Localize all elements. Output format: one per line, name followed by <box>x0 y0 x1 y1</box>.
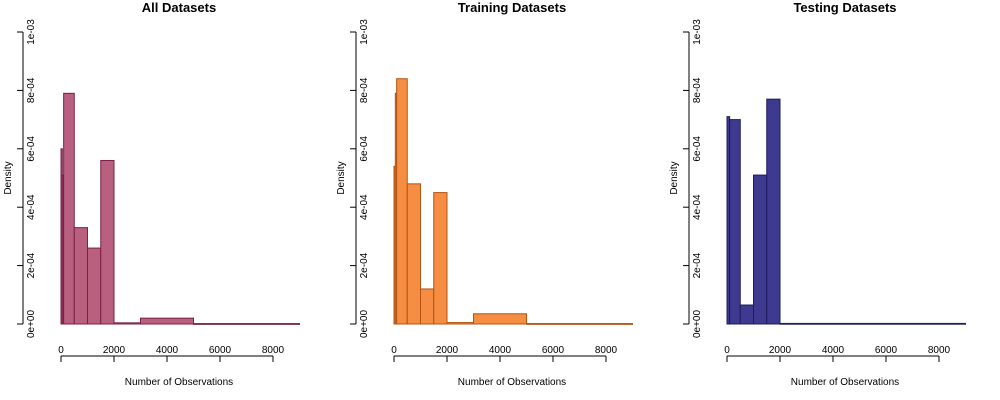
y-tick-label: 6e-04 <box>26 136 37 162</box>
y-tick-label: 1e-03 <box>692 19 703 45</box>
y-tick-label: 4e-04 <box>359 194 370 220</box>
histogram-bar <box>87 247 102 325</box>
x-axis: 0 2000 4000 6000 8000 <box>391 345 618 362</box>
y-tick-label: 6e-04 <box>692 136 703 162</box>
y-tick-label: 8e-04 <box>692 77 703 103</box>
y-tick-label: 2e-04 <box>692 252 703 278</box>
x-tick-label: 2000 <box>769 345 792 356</box>
y-axis-label: Density <box>669 161 680 194</box>
x-tick-label: 0 <box>58 345 64 356</box>
histogram-bar <box>739 304 754 325</box>
x-tick-label: 2000 <box>436 345 459 356</box>
x-tick-label: 6000 <box>542 345 565 356</box>
histogram-bar <box>526 323 633 325</box>
y-axis-label: Density <box>336 161 347 194</box>
histogram-bar <box>433 192 448 325</box>
y-tick-label: 1e-03 <box>26 19 37 45</box>
y-tick-label: 2e-04 <box>359 252 370 278</box>
bars-group <box>60 92 300 325</box>
panel-title: All Datasets <box>142 0 216 15</box>
panel-training-datasets: Training Datasets Density Number of Obse… <box>336 0 633 388</box>
y-tick-label: 4e-04 <box>692 194 703 220</box>
panel-title: Training Datasets <box>458 0 566 15</box>
y-axis-label: Density <box>3 161 14 194</box>
histogram-bar <box>100 159 115 325</box>
x-axis: 0 2000 4000 6000 8000 <box>58 345 285 362</box>
x-tick-label: 6000 <box>209 345 232 356</box>
x-axis-label: Number of Observations <box>458 377 566 388</box>
histogram-bar <box>446 322 474 325</box>
y-axis: 0e+00 2e-04 4e-04 6e-04 8e-04 1e-03 <box>683 19 703 338</box>
histogram-bar <box>406 183 421 325</box>
y-tick-label: 4e-04 <box>26 194 37 220</box>
y-tick-label: 1e-03 <box>359 19 370 45</box>
histogram-bar <box>779 322 966 325</box>
y-tick-label: 8e-04 <box>26 77 37 103</box>
histogram-bar <box>193 323 300 325</box>
panel-title: Testing Datasets <box>793 0 896 15</box>
x-tick-label: 8000 <box>928 345 951 356</box>
x-tick-label: 8000 <box>595 345 618 356</box>
y-axis: 0e+00 2e-04 4e-04 6e-04 8e-04 1e-03 <box>350 19 370 338</box>
y-tick-label: 2e-04 <box>26 252 37 278</box>
x-tick-label: 4000 <box>156 345 179 356</box>
panel-testing-datasets: Testing Datasets Density Number of Obser… <box>669 0 966 388</box>
histogram-bar <box>396 78 408 325</box>
bars-group <box>726 98 966 325</box>
histogram-bar <box>473 313 527 325</box>
x-tick-label: 0 <box>724 345 730 356</box>
bars-group <box>393 78 633 325</box>
y-tick-label: 8e-04 <box>359 77 370 103</box>
histogram-bar <box>73 227 88 325</box>
x-tick-label: 4000 <box>822 345 845 356</box>
histogram-bar <box>766 98 781 325</box>
y-tick-label: 0e+00 <box>359 310 370 339</box>
histogram-bar <box>753 174 768 325</box>
y-axis: 0e+00 2e-04 4e-04 6e-04 8e-04 1e-03 <box>17 19 37 338</box>
x-tick-label: 0 <box>391 345 397 356</box>
x-axis-label: Number of Observations <box>791 377 899 388</box>
x-axis: 0 2000 4000 6000 8000 <box>724 345 951 362</box>
x-tick-label: 2000 <box>103 345 126 356</box>
y-tick-label: 6e-04 <box>359 136 370 162</box>
histogram-bar <box>113 322 141 325</box>
histogram-bar <box>420 288 435 325</box>
x-axis-label: Number of Observations <box>125 377 233 388</box>
histogram-bar <box>63 92 75 325</box>
x-tick-label: 8000 <box>262 345 285 356</box>
x-tick-label: 6000 <box>875 345 898 356</box>
panel-all-datasets: All Datasets Density Number of Observati… <box>3 0 300 388</box>
y-tick-label: 0e+00 <box>692 310 703 339</box>
histogram-bar <box>140 317 194 325</box>
x-tick-label: 4000 <box>489 345 512 356</box>
histogram-bar <box>729 119 741 325</box>
y-tick-label: 0e+00 <box>26 310 37 339</box>
